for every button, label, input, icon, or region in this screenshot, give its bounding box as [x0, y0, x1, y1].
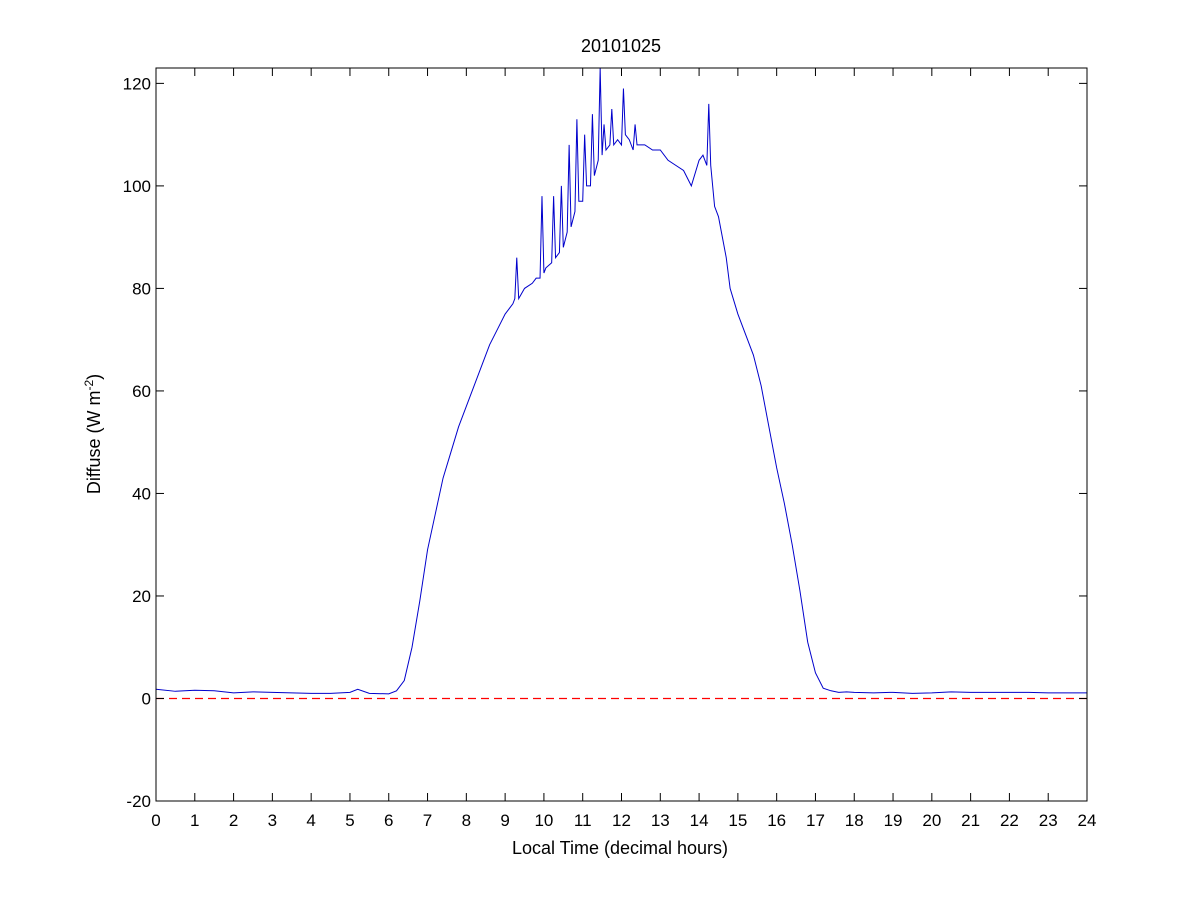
series-line-0	[155, 67, 1087, 695]
x-tick-label: 23	[1039, 811, 1058, 830]
x-tick-label: 14	[690, 811, 709, 830]
y-axis-label-base: Diffuse (W m	[84, 390, 104, 494]
y-tick-label: 100	[123, 177, 151, 196]
x-tick-label: 10	[534, 811, 553, 830]
x-tick-label: 19	[884, 811, 903, 830]
x-tick-label: 16	[767, 811, 786, 830]
x-tick-label: 13	[651, 811, 670, 830]
axes: 0 1 2 3 4 5 6 7 8 9 10 11 12 13 14 15 16 17 18 19 20 21 22 23 24…	[123, 67, 1097, 830]
y-tick-label: 40	[132, 484, 151, 503]
x-tick-label: 15	[728, 811, 747, 830]
x-tick-label: 0	[151, 811, 160, 830]
x-tick-label: 5	[345, 811, 354, 830]
y-tick-label: 120	[123, 74, 151, 93]
x-tick-label: 11	[574, 811, 592, 830]
y-tick-label: 80	[132, 279, 151, 298]
y-tick-label: 20	[132, 587, 151, 606]
plot-area	[155, 67, 1087, 700]
y-axis-label: Diffuse (W m-2)	[82, 374, 104, 494]
y-tick-label: -20	[126, 792, 151, 811]
y-tick-label: 0	[142, 689, 151, 708]
x-tick-label: 20	[922, 811, 941, 830]
x-tick-label: 9	[500, 811, 509, 830]
x-tick-label: 21	[961, 811, 980, 830]
x-tick-label: 3	[268, 811, 277, 830]
x-tick-label: 12	[612, 811, 631, 830]
x-tick-label: 2	[229, 811, 238, 830]
x-tick-label: 24	[1078, 811, 1097, 830]
x-tick-label: 4	[306, 811, 315, 830]
x-axis-label: Local Time (decimal hours)	[512, 838, 728, 858]
x-tick-label: 8	[462, 811, 471, 830]
y-tick-label: 60	[132, 382, 151, 401]
x-tick-label: 7	[423, 811, 432, 830]
x-tick-label: 6	[384, 811, 393, 830]
x-tick-label: 17	[806, 811, 825, 830]
x-tick-label: 22	[1000, 811, 1019, 830]
x-tick-label: 1	[190, 811, 199, 830]
chart-title: 20101025	[581, 36, 661, 56]
y-axis-label-exponent: -2	[82, 379, 96, 390]
x-tick-label: 18	[845, 811, 864, 830]
y-axis-label-close: )	[84, 374, 104, 380]
